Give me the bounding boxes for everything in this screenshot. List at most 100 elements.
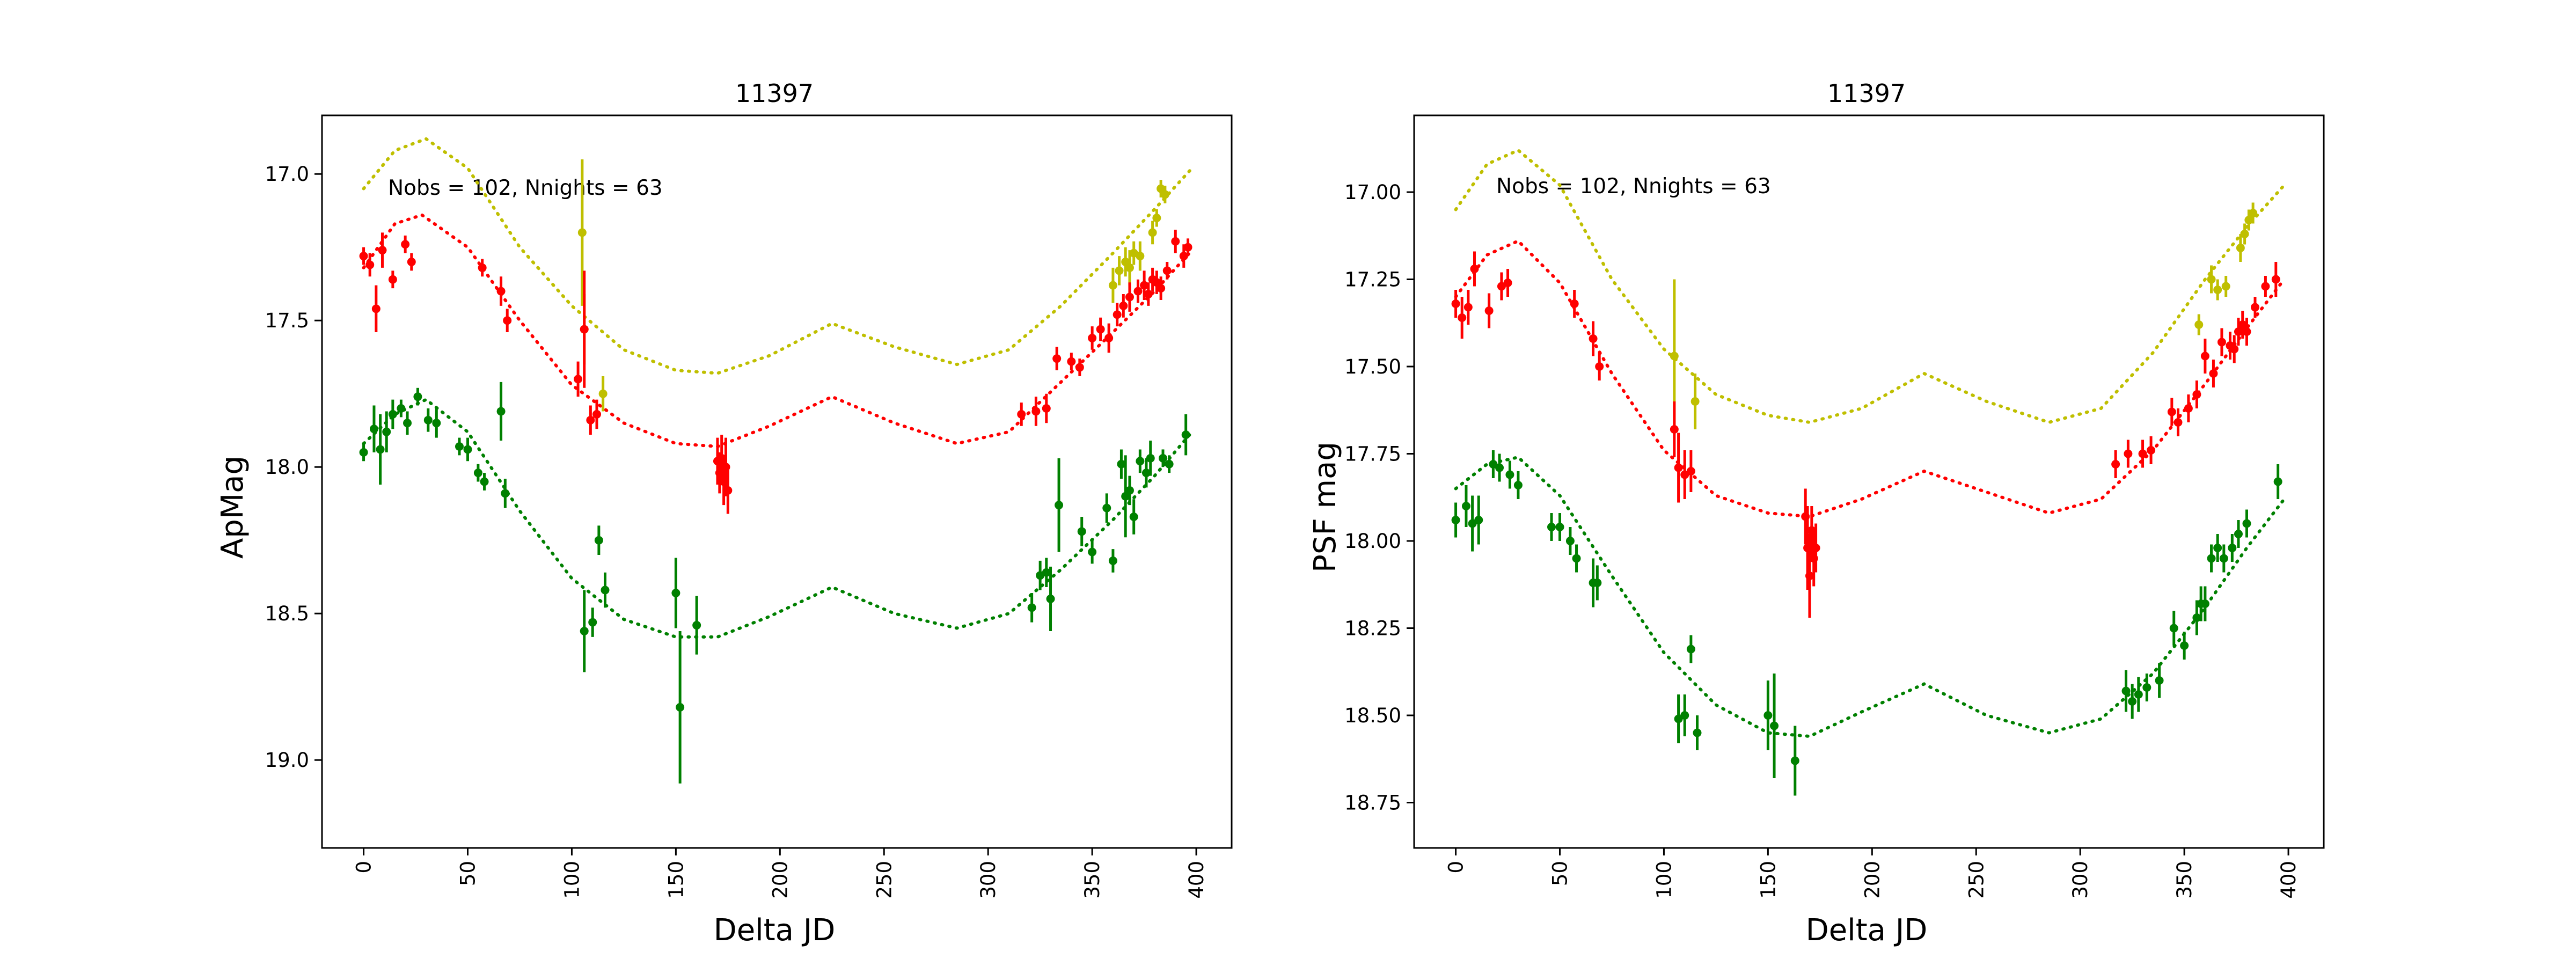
data-point (1067, 357, 1076, 366)
data-point (1146, 453, 1155, 463)
data-point (1463, 303, 1473, 312)
data-point (2200, 599, 2209, 608)
data-point (580, 626, 589, 635)
model-curve-y (362, 137, 1194, 375)
data-point (1152, 214, 1161, 223)
data-point (2121, 686, 2131, 696)
x-axis-label: Delta JD (1806, 913, 1928, 948)
data-point (1503, 279, 1512, 287)
data-point (2273, 477, 2282, 486)
data-point (1674, 714, 1683, 723)
chart-title: 11397 (735, 79, 814, 108)
data-point (2238, 320, 2247, 329)
data-point (577, 228, 587, 237)
data-point (1027, 603, 1036, 612)
data-point (365, 260, 375, 269)
data-point (580, 325, 589, 334)
data-point (2240, 230, 2249, 238)
data-point (1136, 457, 1145, 466)
data-point (1144, 290, 1153, 299)
data-point (1129, 513, 1138, 522)
y-tick-label: 17.0 (265, 163, 309, 186)
data-point (388, 275, 397, 284)
data-point (1042, 404, 1051, 413)
data-point (1088, 547, 1097, 557)
plot-frame (321, 114, 1233, 849)
data-point (1141, 469, 1151, 478)
series-g (1451, 450, 2282, 796)
data-point (1686, 645, 1695, 654)
data-point (1031, 407, 1041, 416)
data-point (369, 425, 378, 434)
data-point (1458, 313, 1467, 322)
data-point (1162, 266, 1172, 275)
data-point (1470, 265, 1479, 273)
y-tick-label: 17.00 (1344, 181, 1401, 204)
x-tick-label: 200 (1861, 861, 1884, 899)
data-point (1770, 721, 1779, 730)
series-g (359, 382, 1190, 784)
y-tick-label: 17.75 (1344, 443, 1401, 466)
data-point (401, 240, 410, 249)
y-axis-label: PSF mag (1308, 442, 1343, 573)
data-point (2221, 282, 2230, 291)
model-curve-g (362, 398, 1194, 639)
model-curve-r (362, 213, 1194, 449)
data-point (1497, 282, 1506, 291)
data-point (503, 316, 512, 325)
chart-annotation: Nobs = 102, Nnights = 63 (1496, 174, 1771, 199)
data-point (1693, 728, 1702, 737)
data-point (1055, 501, 1064, 510)
data-point (1104, 333, 1114, 342)
data-point (2207, 554, 2216, 563)
data-point (2242, 519, 2251, 528)
series-r (359, 229, 1192, 514)
data-point (692, 621, 701, 630)
data-point (1179, 252, 1188, 261)
x-tick-label: 0 (1445, 861, 1468, 874)
data-point (1565, 537, 1575, 545)
chart-panel-psfmag: 11397 Nobs = 102, Nnights = 63 Delta JD … (1308, 79, 2325, 948)
chart-panel-apmag: 11397 Nobs = 102, Nnights = 63 Delta JD … (215, 79, 1233, 948)
data-point (1484, 306, 1494, 315)
x-tick-label: 50 (457, 861, 480, 886)
data-point (2236, 244, 2245, 252)
data-point (2194, 320, 2204, 329)
data-point (1117, 459, 1126, 469)
y-tick-label: 17.5 (265, 309, 309, 332)
data-point (2228, 544, 2237, 552)
data-point (1125, 263, 1134, 272)
data-point (432, 419, 441, 428)
data-point (496, 287, 506, 296)
data-point (371, 304, 380, 313)
data-point (1052, 354, 1062, 363)
y-tick-label: 17.25 (1344, 268, 1401, 291)
y-tick-label: 17.50 (1344, 355, 1401, 378)
data-point (2147, 446, 2156, 455)
data-point (407, 258, 416, 266)
data-point (2180, 641, 2189, 650)
model-curves (1454, 148, 2286, 738)
data-point (2124, 449, 2133, 458)
data-point (1140, 281, 1149, 290)
x-axis-label: Delta JD (714, 913, 836, 948)
data-point (1451, 299, 1460, 308)
data-point (1461, 502, 1470, 510)
data-point (480, 477, 489, 486)
data-point (1495, 463, 1504, 472)
y-tick-label: 19.0 (265, 749, 309, 772)
y-tick-label: 18.75 (1344, 792, 1401, 815)
data-point (2234, 327, 2243, 336)
data-point (2128, 697, 2137, 706)
data-point (1077, 527, 1086, 536)
data-point (1181, 430, 1190, 440)
data-point (1589, 334, 1598, 343)
model-curve-r (1454, 239, 2286, 518)
x-tick-label: 300 (2069, 861, 2092, 899)
y-axis-label: ApMag (215, 456, 250, 559)
data-point (1489, 460, 1498, 469)
data-point (2244, 216, 2253, 224)
data-point (1136, 252, 1145, 261)
x-tick-label: 250 (873, 861, 896, 899)
data-point (1474, 516, 1483, 524)
